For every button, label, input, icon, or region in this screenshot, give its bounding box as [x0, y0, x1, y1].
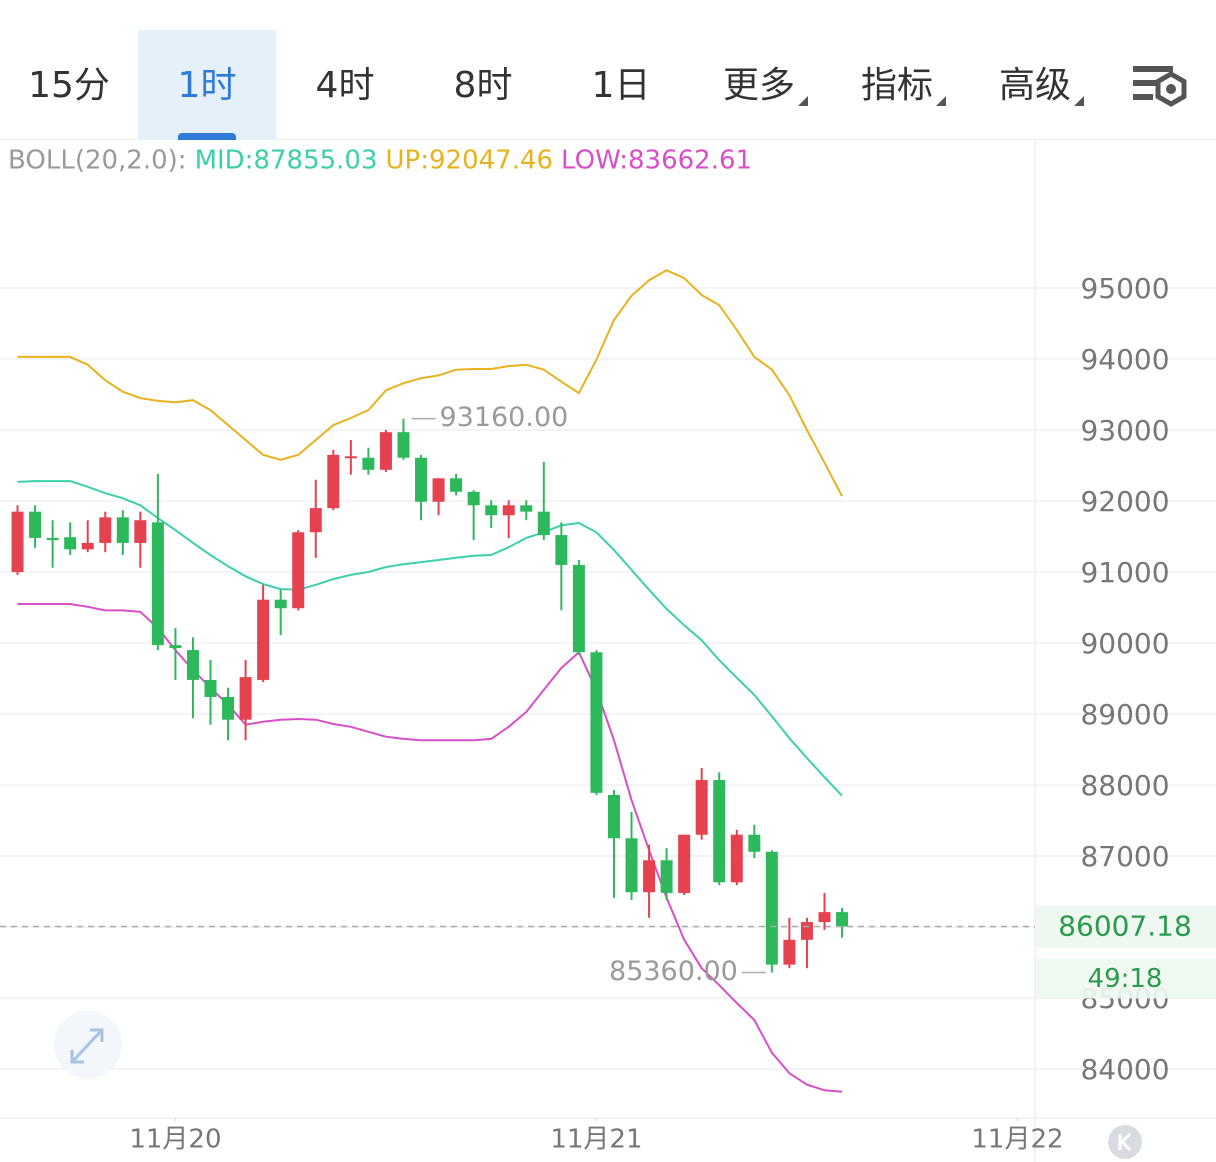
last-price-box	[1036, 905, 1216, 948]
candle-body	[46, 537, 59, 541]
dropdown-marker	[1074, 96, 1084, 106]
y-tick-label: 90000	[1080, 627, 1169, 660]
dropdown-marker	[798, 96, 808, 106]
candle-body	[678, 834, 691, 893]
candle-body	[116, 517, 129, 543]
countdown-box	[1036, 958, 1216, 999]
candle-body	[818, 912, 831, 923]
x-tick-label: 11月21	[550, 1125, 642, 1155]
tab-label: 8时	[453, 65, 513, 106]
candle-body	[397, 432, 410, 458]
timeframe-tab[interactable]: 高级	[966, 30, 1104, 140]
tab-label: 1时	[177, 65, 237, 106]
x-tick-label: 11月20	[129, 1125, 221, 1155]
candle-body	[415, 457, 428, 502]
candle-body	[11, 511, 24, 573]
candle-body	[730, 834, 743, 883]
candle-body	[643, 860, 656, 893]
candle-body	[590, 652, 603, 793]
boll-line	[17, 480, 843, 797]
candle-body	[625, 838, 638, 893]
y-tick-label: 95000	[1080, 272, 1169, 305]
candle-body	[572, 564, 585, 653]
tab-label: 更多	[722, 65, 795, 106]
y-tick-label: 92000	[1080, 485, 1169, 518]
candle-body	[222, 696, 235, 720]
timeframe-tab[interactable]: 更多	[690, 30, 828, 140]
timeframe-tabs: 15分 1时 4时 8时 1日 更多 指标 高级	[0, 0, 1216, 140]
timeframe-tab[interactable]: 8时	[414, 30, 552, 140]
candle-body	[660, 860, 673, 893]
timeframe-tab[interactable]: 指标	[828, 30, 966, 140]
tab-label: 4时	[315, 65, 375, 106]
timeframe-tab[interactable]: 1时	[138, 30, 276, 140]
candle-body	[783, 939, 796, 965]
candle-body	[467, 491, 480, 506]
candle-body	[81, 542, 94, 550]
candle-body	[239, 677, 252, 720]
legend-entry: MID:87855.03	[195, 146, 378, 176]
legend-entry: LOW:83662.61	[561, 146, 752, 176]
candle-body	[836, 912, 849, 927]
y-tick-label: 87000	[1080, 840, 1169, 873]
candle-body	[327, 454, 340, 509]
candle-body	[800, 922, 813, 940]
timeframe-tab[interactable]: 15分	[0, 30, 138, 140]
settings-icon[interactable]	[1133, 66, 1187, 107]
candle-body	[344, 456, 357, 459]
annotation-label: 85360.00	[609, 956, 738, 987]
y-tick-label: 93000	[1080, 414, 1169, 447]
y-tick-label: 89000	[1080, 698, 1169, 731]
dropdown-marker	[936, 96, 946, 106]
candle-body	[485, 505, 498, 516]
candle-body	[765, 851, 778, 965]
candle-body	[257, 599, 270, 680]
candle-body	[64, 537, 77, 550]
y-tick-label: 91000	[1080, 556, 1169, 589]
candle-body	[520, 505, 533, 512]
candle-body	[292, 532, 305, 609]
legend-entry: UP:92047.46	[386, 146, 554, 176]
candle-body	[204, 679, 217, 697]
annotation-label: 93160.00	[439, 402, 568, 433]
indicator-label: BOLL(20,2.0):	[8, 146, 187, 176]
candle-body	[713, 780, 726, 883]
candle-body	[186, 650, 199, 680]
plot-area	[0, 269, 1216, 1122]
candle-body	[274, 599, 287, 609]
k-button[interactable]	[1108, 1125, 1142, 1159]
candle-body	[502, 505, 515, 516]
candle-body	[555, 535, 568, 565]
y-tick-label: 88000	[1080, 769, 1169, 802]
tab-label: 指标	[860, 65, 933, 106]
candle-body	[432, 478, 445, 502]
candle-body	[607, 794, 620, 839]
candle-body	[537, 511, 550, 536]
x-tick-label: 11月22	[971, 1125, 1063, 1155]
candle-body	[169, 645, 182, 648]
candle-body	[29, 511, 42, 538]
candle-body	[151, 522, 164, 646]
candle-body	[362, 457, 375, 470]
tab-label: 高级	[998, 65, 1071, 106]
y-tick-label: 84000	[1080, 1053, 1169, 1086]
expand-button[interactable]	[54, 1011, 122, 1079]
boll-line	[17, 269, 843, 497]
candle-body	[99, 517, 112, 543]
candle-body	[748, 834, 761, 852]
candle-body	[695, 780, 708, 835]
tab-label: 1日	[591, 65, 651, 106]
tab-label: 15分	[28, 65, 110, 106]
timeframe-tab[interactable]: 4时	[276, 30, 414, 140]
y-tick-label: 94000	[1080, 343, 1169, 376]
timeframe-tab[interactable]: 1日	[552, 30, 690, 140]
last-price-label: 86007.18	[1058, 910, 1192, 943]
countdown-label: 49:18	[1088, 964, 1163, 994]
candle-body	[309, 508, 322, 533]
candle-body	[134, 520, 147, 543]
candle-body	[450, 478, 463, 492]
candle-body	[379, 432, 392, 470]
